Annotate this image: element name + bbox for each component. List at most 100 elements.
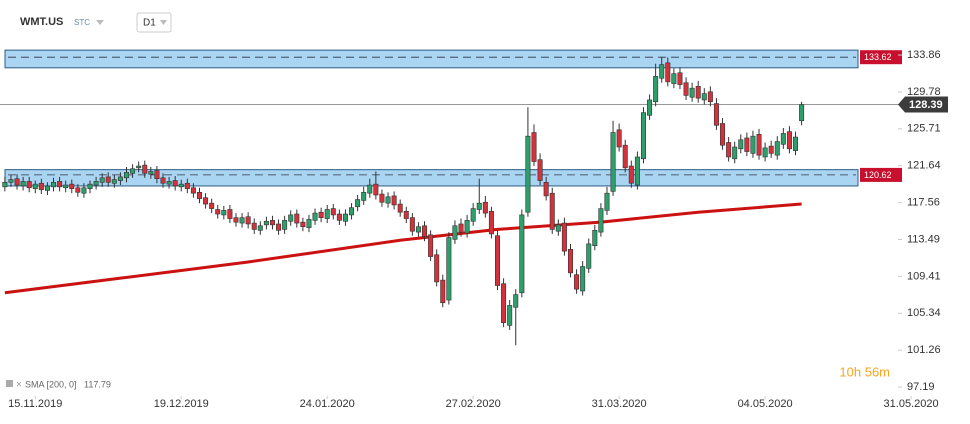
candle-body (63, 184, 69, 189)
candle-body (190, 187, 196, 194)
candle-body (361, 191, 367, 201)
candle-body (367, 184, 373, 194)
candle-body (81, 187, 87, 194)
candle-body (537, 159, 543, 181)
candle-body (476, 202, 482, 210)
candle-body (276, 223, 282, 231)
candle-body (385, 196, 391, 204)
candle-body (130, 168, 136, 174)
zone-level-box (860, 50, 902, 65)
candle-body (166, 181, 172, 185)
candle-body (87, 183, 93, 189)
candle-body (172, 180, 178, 187)
candle-body (178, 183, 184, 188)
dropdown-arrow[interactable] (96, 20, 104, 25)
candle-body (574, 274, 580, 290)
candle-body (707, 91, 713, 103)
y-tick-label: 129.78 (907, 86, 941, 98)
candle-body (519, 214, 525, 294)
candle-body (762, 147, 768, 158)
candle-body (142, 164, 148, 174)
candle-body (428, 234, 434, 257)
candle-body (701, 93, 707, 101)
candle-body (732, 146, 738, 160)
candle-body (488, 210, 494, 235)
candle-body (263, 220, 269, 226)
candle-body (148, 171, 154, 175)
candle-body (689, 87, 695, 98)
candle-body (592, 230, 598, 247)
candle-body (543, 182, 549, 197)
candle-body (336, 213, 342, 221)
candle-body (288, 214, 294, 222)
candle-body (495, 235, 501, 286)
candle-body (598, 208, 604, 233)
candle-body (75, 187, 81, 193)
zone-level-box (860, 167, 902, 182)
candle-body (136, 165, 142, 169)
candle-body (379, 193, 385, 203)
candle-body (233, 217, 239, 223)
candle-body (580, 266, 586, 292)
candle-body (111, 179, 117, 184)
candle-body (196, 191, 202, 199)
candle-body (628, 165, 634, 184)
y-tick-label: 117.56 (907, 197, 940, 209)
candle-body (659, 64, 665, 79)
candle-body (282, 220, 288, 230)
candle-body (610, 132, 616, 192)
candle-body (318, 211, 324, 218)
candle-body (726, 142, 732, 158)
zone (4, 49, 859, 69)
candle-body (786, 131, 792, 150)
candle-body (20, 181, 26, 187)
zone-level-label: 120.62 (864, 170, 892, 180)
candle-body (622, 144, 628, 169)
candle-body (501, 283, 507, 323)
candle-body (300, 221, 306, 227)
x-tick-label: 19.12.2019 (154, 398, 209, 410)
candle-body (647, 99, 653, 116)
candle-body (324, 209, 330, 219)
candle-body (154, 170, 160, 180)
candle-body (561, 222, 567, 252)
candle-body (415, 226, 421, 233)
candle-body (452, 225, 458, 240)
candle-body (184, 182, 190, 189)
candle-body (257, 225, 263, 231)
interval-select[interactable] (136, 12, 172, 33)
candle-body (768, 145, 774, 154)
candle-body (38, 182, 44, 190)
candle-body (269, 220, 275, 226)
y-tick-label: 113.49 (907, 233, 940, 245)
candle-body (793, 136, 799, 151)
candle-body (507, 305, 513, 326)
legend-icon (6, 380, 13, 387)
candle-body (57, 181, 63, 188)
x-tick-label: 31.03.2020 (592, 398, 647, 410)
x-tick-label: 24.01.2020 (300, 398, 355, 410)
candle-body (14, 178, 20, 186)
sma-value: 117.79 (84, 379, 111, 389)
candle-body (525, 135, 531, 213)
candle-body (239, 217, 245, 224)
candle-body (8, 179, 14, 183)
candle-body (671, 73, 677, 84)
candle-body (586, 243, 592, 269)
candle-body (105, 176, 111, 183)
candle-body (93, 181, 99, 186)
dropdown-arrow (160, 20, 167, 25)
candle-body (306, 219, 312, 228)
candle-body (32, 183, 38, 189)
candle-body (440, 279, 446, 304)
y-tick-label: 97.19 (907, 381, 935, 393)
market: STC (74, 18, 90, 27)
candle-body (355, 199, 361, 208)
candle-body (294, 213, 300, 224)
candle-body (434, 254, 440, 283)
symbol: WMT.US (20, 16, 63, 28)
y-tick-label: 109.41 (907, 270, 941, 282)
candle-body (780, 133, 786, 145)
